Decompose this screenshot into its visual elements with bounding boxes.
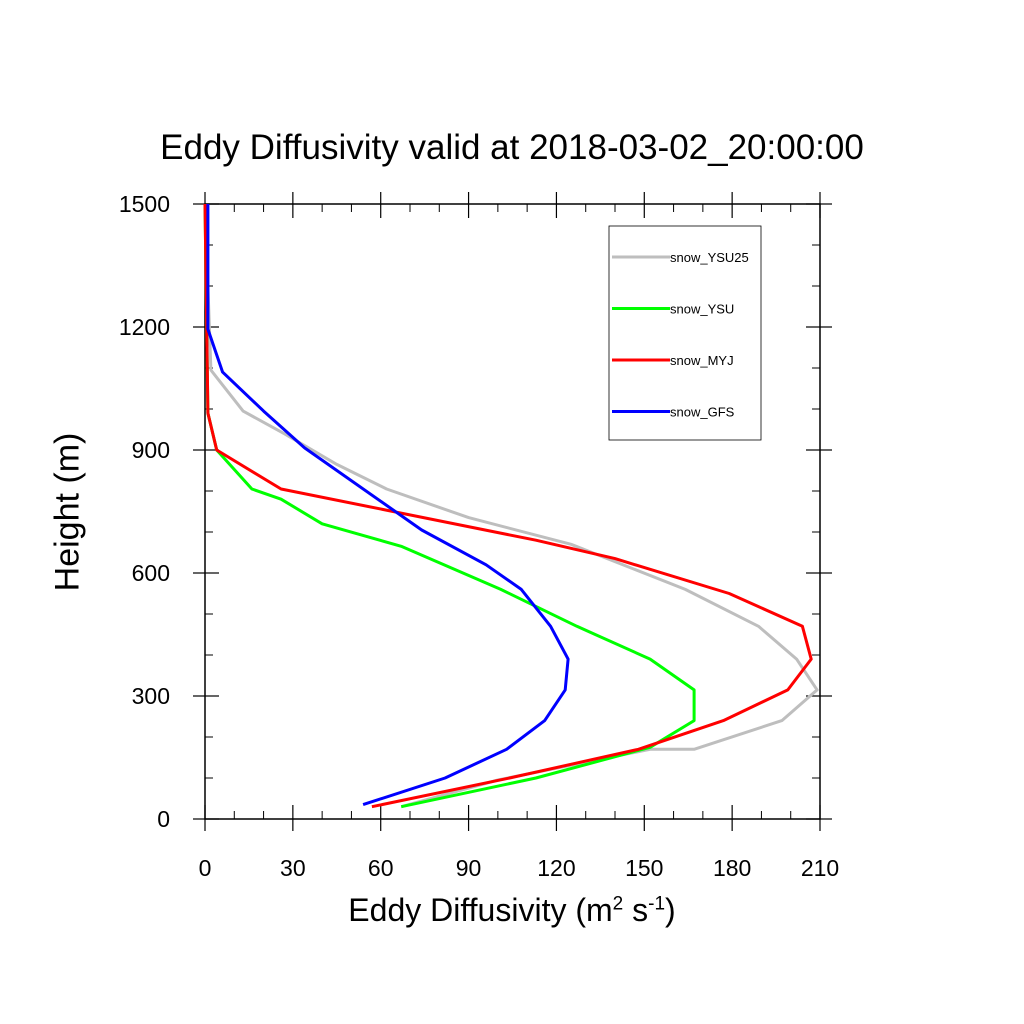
x-axis-label-end: ): [665, 892, 676, 928]
plot-frame: [204, 203, 821, 820]
x-axis-label-sup1: 2: [612, 893, 624, 915]
x-tick-label: 180: [713, 855, 751, 881]
series-line-snow-myj: [203, 203, 813, 809]
legend-box: [608, 225, 762, 441]
x-tick-label: 120: [537, 855, 575, 881]
series-line-snow-ysu25: [203, 203, 819, 809]
x-axis-label: Eddy Diffusivity (m2 s-1): [348, 892, 675, 929]
x-tick-label: 150: [625, 855, 663, 881]
x-tick-label: 60: [368, 855, 394, 881]
legend-label: snow_MYJ: [670, 353, 734, 368]
x-tick-label: 90: [456, 855, 482, 881]
series-line-snow-ysu: [203, 203, 696, 809]
x-axis-label-mid: s: [623, 892, 649, 928]
y-tick-label: 1500: [119, 191, 170, 217]
legend-label: snow_GFS: [670, 405, 735, 420]
x-axis-label-base: Eddy Diffusivity (m: [348, 892, 613, 928]
series-line-snow-gfs: [206, 204, 570, 807]
x-axis-label-sup2: -1: [648, 893, 666, 915]
y-tick-label: 900: [132, 437, 170, 463]
x-tick-label: 210: [801, 855, 839, 881]
legend-label: snow_YSU25: [670, 250, 749, 265]
x-tick-label: 30: [280, 855, 306, 881]
y-tick-label: 1200: [119, 314, 170, 340]
legend-label: snow_YSU: [670, 302, 734, 317]
chart-title: Eddy Diffusivity valid at 2018-03-02_20:…: [160, 128, 864, 167]
x-tick-label: 0: [199, 855, 212, 881]
y-tick-label: 600: [132, 560, 170, 586]
y-tick-label: 300: [132, 683, 170, 709]
y-tick-label: 0: [157, 806, 170, 832]
